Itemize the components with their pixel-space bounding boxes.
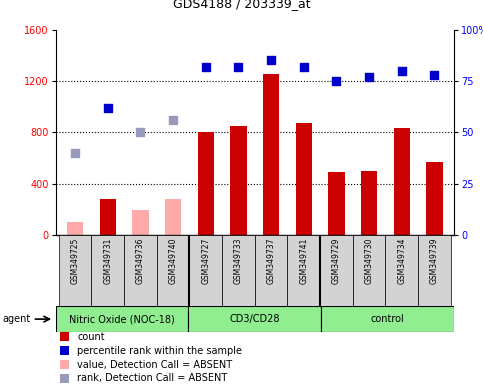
Bar	[361, 171, 377, 235]
Text: GSM349727: GSM349727	[201, 238, 210, 284]
Point	[137, 129, 144, 136]
Text: GSM349736: GSM349736	[136, 238, 145, 284]
Bar	[418, 235, 451, 306]
Bar	[59, 374, 70, 383]
Point	[202, 63, 210, 70]
Text: GSM349725: GSM349725	[71, 238, 80, 284]
Bar	[230, 126, 247, 235]
Bar	[188, 306, 321, 332]
Point	[267, 57, 275, 63]
Text: rank, Detection Call = ABSENT: rank, Detection Call = ABSENT	[77, 373, 227, 383]
Bar	[67, 222, 83, 235]
Text: GSM349741: GSM349741	[299, 238, 308, 284]
Point	[300, 63, 308, 70]
Point	[104, 104, 112, 111]
Bar	[59, 360, 70, 369]
Bar	[59, 332, 70, 341]
Text: GSM349731: GSM349731	[103, 238, 113, 284]
Text: GSM349734: GSM349734	[397, 238, 406, 284]
Text: GDS4188 / 203339_at: GDS4188 / 203339_at	[173, 0, 310, 10]
Text: percentile rank within the sample: percentile rank within the sample	[77, 346, 242, 356]
Text: CD3/CD28: CD3/CD28	[229, 314, 280, 324]
Text: GSM349740: GSM349740	[169, 238, 178, 284]
Text: value, Detection Call = ABSENT: value, Detection Call = ABSENT	[77, 360, 233, 370]
Bar	[287, 235, 320, 306]
Point	[235, 63, 242, 70]
Bar	[296, 123, 312, 235]
Bar	[56, 306, 188, 332]
Bar	[59, 346, 70, 356]
Point	[333, 78, 341, 84]
Bar	[189, 235, 222, 306]
Bar	[198, 132, 214, 235]
Bar	[157, 235, 189, 306]
Point	[365, 74, 373, 80]
Point	[169, 117, 177, 123]
Text: control: control	[371, 314, 404, 324]
Point	[430, 72, 438, 78]
Text: GSM349739: GSM349739	[430, 238, 439, 284]
Bar	[353, 235, 385, 306]
Bar	[426, 162, 442, 235]
Bar	[320, 235, 353, 306]
Text: GSM349737: GSM349737	[267, 238, 276, 284]
Bar	[321, 306, 454, 332]
Text: count: count	[77, 332, 105, 342]
Bar	[328, 172, 344, 235]
Bar	[222, 235, 255, 306]
Bar	[132, 210, 149, 235]
Bar	[165, 199, 181, 235]
Bar	[385, 235, 418, 306]
Text: agent: agent	[2, 314, 30, 324]
Bar	[91, 235, 124, 306]
Bar	[255, 235, 287, 306]
Bar	[263, 74, 279, 235]
Point	[71, 150, 79, 156]
Bar	[59, 235, 91, 306]
Text: GSM349730: GSM349730	[365, 238, 373, 284]
Bar	[99, 199, 116, 235]
Point	[398, 68, 406, 74]
Text: GSM349729: GSM349729	[332, 238, 341, 284]
Bar	[124, 235, 157, 306]
Bar	[394, 128, 410, 235]
Text: GSM349733: GSM349733	[234, 238, 243, 284]
Text: Nitric Oxide (NOC-18): Nitric Oxide (NOC-18)	[69, 314, 175, 324]
